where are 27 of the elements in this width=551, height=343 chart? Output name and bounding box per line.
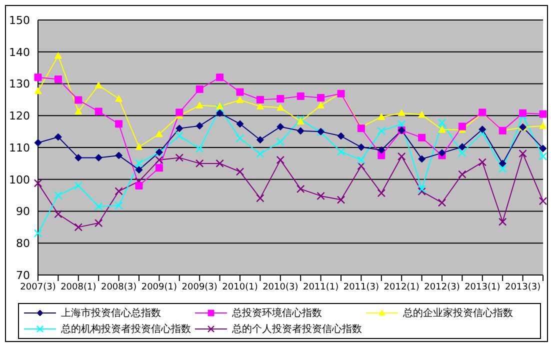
x-tick-label: 2011(3) (343, 282, 380, 292)
x-tick-label: 2013(3) (504, 282, 541, 292)
legend-label: 上海市投资信心总指数 (61, 306, 161, 320)
legend-label: 总的企业家投资信心指数 (403, 306, 513, 320)
y-tick-label: 140 (9, 46, 30, 59)
y-tick-label: 120 (9, 110, 30, 123)
x-tick-label: 2013(1) (464, 282, 500, 292)
x-tick-label: 2012(3) (424, 282, 460, 292)
legend-label: 总的个人投资者投资信心指数 (232, 322, 362, 336)
legend-label: 总的机构投资者投资信心指数 (61, 322, 191, 336)
y-tick-label: 110 (9, 141, 30, 154)
x-tick-label: 2009(3) (182, 282, 218, 292)
x-tick-label: 2009(1) (141, 282, 178, 292)
x-tick-label: 2008(1) (60, 282, 96, 292)
y-tick-label: 90 (16, 205, 30, 218)
x-tick-label: 2007(3) (20, 282, 56, 292)
y-tick-label: 130 (9, 78, 30, 91)
y-tick-label: 100 (9, 173, 30, 186)
x-tick-label: 2011(1) (302, 282, 339, 292)
legend-label: 总投资环境信心指数 (232, 306, 322, 320)
x-tick-label: 2012(1) (384, 282, 420, 292)
x-tick-label: 2008(3) (100, 282, 137, 292)
y-tick-label: 150 (9, 14, 30, 27)
x-tick-label: 2010(3) (262, 282, 298, 292)
y-tick-label: 70 (16, 268, 30, 282)
y-tick-label: 80 (16, 237, 30, 250)
x-tick-label: 2010(1) (222, 282, 258, 292)
